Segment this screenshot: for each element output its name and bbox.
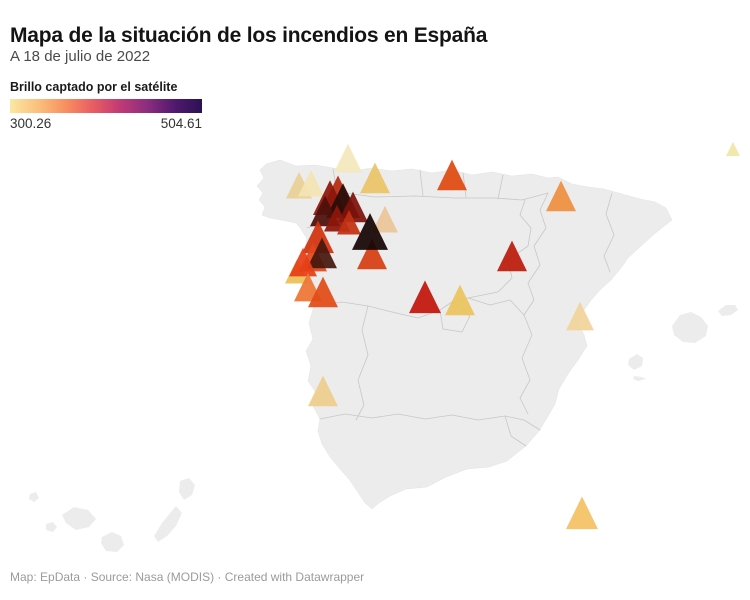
island-formentera — [633, 376, 646, 381]
island-ibiza — [628, 354, 643, 370]
legend-title: Brillo captado por el satélite — [10, 80, 178, 94]
legend-min-value: 300.26 — [10, 116, 52, 131]
fire-marker[interactable] — [497, 240, 527, 272]
fire-marker[interactable] — [546, 180, 576, 212]
fire-marker[interactable] — [298, 169, 324, 197]
fire-marker[interactable] — [308, 375, 338, 407]
fire-marker[interactable] — [352, 213, 388, 250]
island-la-gomera — [46, 522, 57, 532]
fire-marker[interactable] — [289, 247, 317, 277]
island-gran-canaria — [101, 532, 124, 552]
footer-attribution: Map: EpData · Source: Nasa (MODIS) · Cre… — [10, 570, 365, 584]
island-lanzarote — [179, 478, 195, 500]
fire-marker[interactable] — [360, 162, 390, 194]
fire-marker[interactable] — [566, 496, 598, 530]
page-subtitle: A 18 de julio de 2022 — [10, 48, 151, 65]
island-menorca — [718, 305, 738, 316]
fire-marker[interactable] — [437, 159, 467, 191]
legend-gradient-bar — [10, 99, 202, 113]
legend-max-value: 504.61 — [160, 116, 202, 131]
fire-marker[interactable] — [308, 276, 338, 308]
page-title: Mapa de la situación de los incendios en… — [10, 24, 488, 48]
fire-marker[interactable] — [334, 143, 362, 173]
island-tenerife — [62, 507, 96, 530]
fire-marker[interactable] — [409, 280, 441, 314]
fire-marker[interactable] — [372, 205, 398, 233]
fire-marker[interactable] — [337, 210, 361, 235]
fire-marker[interactable] — [726, 141, 740, 157]
fire-marker[interactable] — [338, 191, 368, 223]
fire-marker[interactable] — [445, 284, 475, 316]
fire-marker[interactable] — [302, 220, 334, 254]
island-fuerteventura — [154, 506, 182, 542]
fire-marker[interactable] — [307, 237, 337, 269]
island-mallorca — [672, 312, 708, 343]
fire-marker[interactable] — [566, 301, 594, 331]
legend-values: 300.26 504.61 — [10, 116, 202, 131]
fire-markers-layer — [285, 141, 740, 530]
island-la-palma — [29, 492, 39, 502]
fire-marker[interactable] — [357, 238, 387, 270]
